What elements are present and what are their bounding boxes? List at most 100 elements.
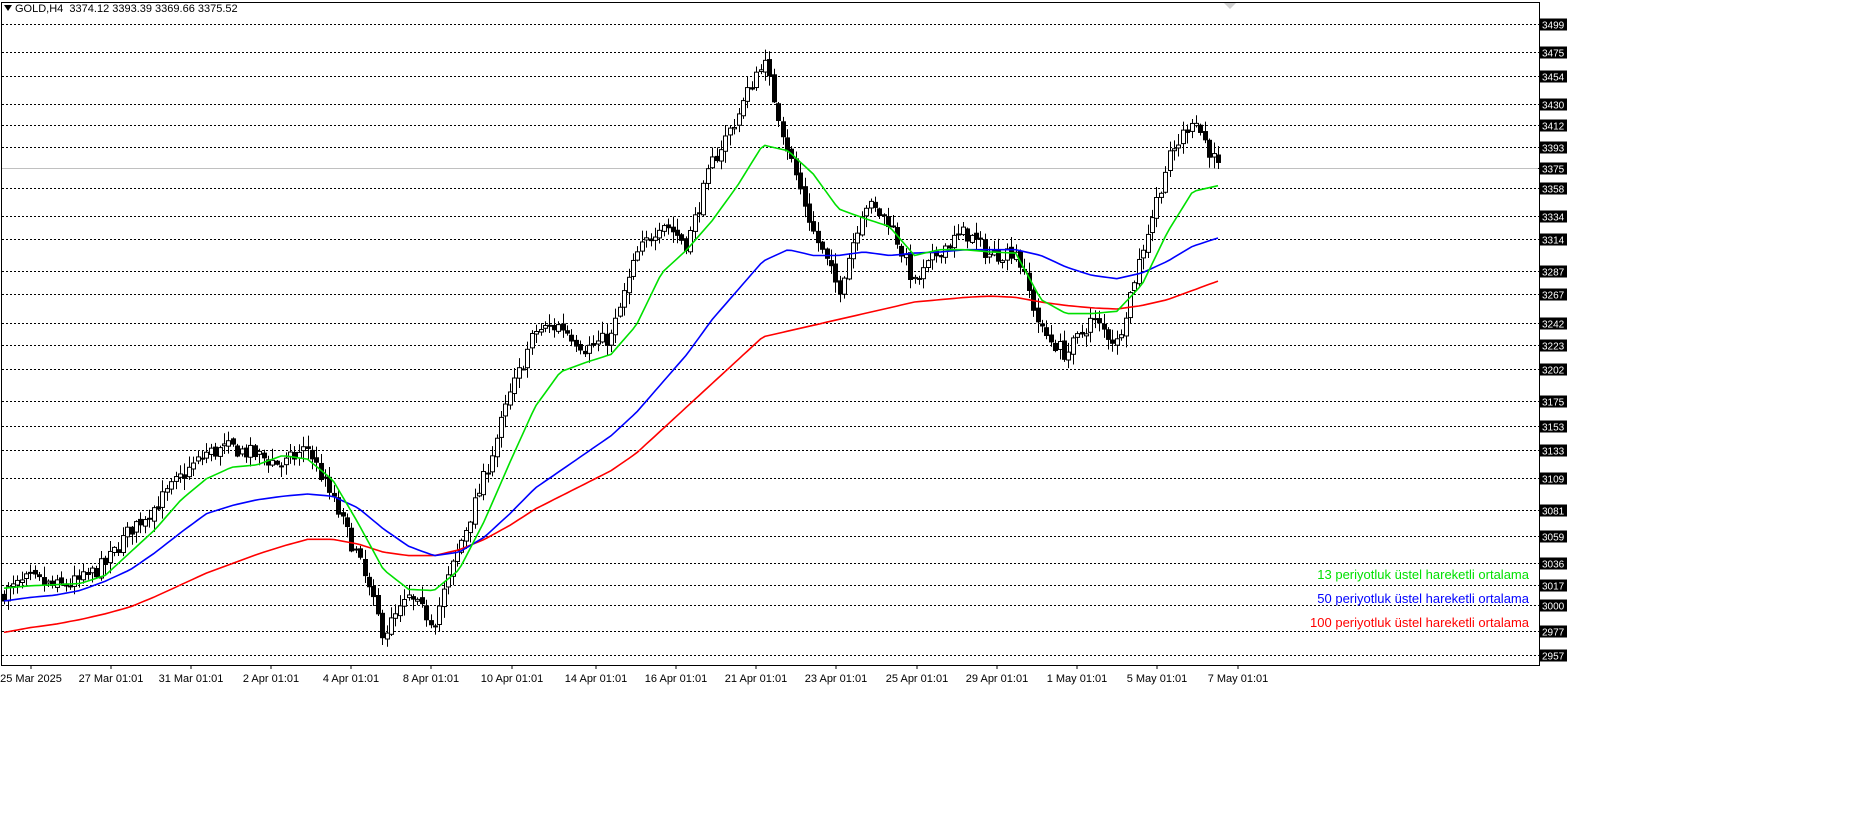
time-label: 14 Apr 01:01 [565, 673, 627, 685]
candle-body [508, 391, 513, 406]
candle-body [138, 518, 143, 526]
candle-body [125, 526, 130, 538]
price-label-box [1540, 141, 1567, 154]
time-label: 2 Apr 01:01 [243, 673, 299, 685]
candle-body [301, 446, 306, 452]
candle-body [679, 234, 684, 241]
price-label: 3242 [1542, 320, 1565, 331]
price-label-box [1540, 444, 1567, 457]
candle-body [116, 549, 121, 553]
candle-body [99, 558, 104, 579]
candle-body [156, 506, 161, 510]
time-label: 23 Apr 01:01 [805, 673, 867, 685]
candle-body [68, 585, 73, 588]
candle-body [1146, 233, 1151, 253]
shift-marker-icon[interactable] [1224, 3, 1236, 9]
candle-body [547, 324, 552, 327]
candle-body [1216, 154, 1221, 163]
price-label: 3081 [1542, 507, 1565, 518]
candle-body [618, 306, 623, 317]
candle-body [209, 447, 214, 455]
price-label-box [1540, 182, 1567, 195]
ema50-line [3, 237, 1219, 602]
legend-ema100: 100 periyotluk üstel hareketli ortalama [1310, 615, 1529, 630]
candle-body [653, 236, 658, 241]
candle-body [314, 457, 319, 463]
candle-body [719, 149, 724, 162]
candle-body [28, 571, 33, 574]
candle-body [833, 263, 838, 283]
candle-body [1093, 318, 1098, 321]
candle-body [657, 229, 662, 239]
price-label-box [1540, 98, 1567, 111]
price-label-box [1540, 210, 1567, 223]
candle-body [1036, 307, 1041, 323]
price-axis[interactable]: 3499 3475 3454 3430 3412 3393 3375 3358 3334 3314… [1538, 18, 1567, 663]
candle-body [767, 59, 772, 77]
price-label: 3358 [1542, 185, 1565, 196]
candle-body [292, 451, 297, 460]
candle-body [59, 577, 64, 584]
candle-body [349, 527, 354, 552]
candle-body [921, 267, 926, 280]
candle-body [847, 257, 852, 280]
candle-body [468, 521, 473, 534]
candle-body [965, 228, 970, 242]
time-axis[interactable]: 25 Mar 2025 27 Mar 01:01 31 Mar 01:01 2 Apr… [0, 3, 1268, 685]
time-label: 25 Apr 01:01 [886, 673, 948, 685]
candle-body [710, 156, 715, 169]
candle-body [521, 368, 526, 371]
candle-body [152, 507, 157, 522]
dropdown-triangle-icon[interactable] [4, 5, 12, 11]
candle-body [323, 476, 328, 479]
candle-body [525, 348, 530, 369]
candle-body [1000, 260, 1005, 264]
time-label: 7 May 01:01 [1208, 673, 1269, 685]
time-label: 1 May 01:01 [1047, 673, 1108, 685]
candle-body [1084, 333, 1089, 337]
candle-body [20, 579, 25, 583]
candle-body [464, 529, 469, 542]
candle-body [130, 526, 135, 535]
candle-body [1062, 340, 1067, 360]
candle-body [1132, 282, 1137, 291]
candle-body [495, 437, 500, 458]
candle-body [169, 481, 174, 490]
candle-body [970, 234, 975, 243]
candle-body [671, 226, 676, 233]
price-label: 3153 [1542, 423, 1565, 434]
candle-body [737, 113, 742, 126]
candle-body [200, 457, 205, 460]
candle-body [556, 324, 561, 332]
price-label: 3499 [1542, 21, 1565, 32]
candle-body [270, 459, 275, 466]
price-label-box [1540, 317, 1567, 330]
chart-header: GOLD,H4 3374.12 3393.39 3369.66 3375.52 [4, 3, 238, 15]
price-label: 3334 [1542, 213, 1565, 224]
candle-body [503, 403, 508, 417]
candle-body [1185, 129, 1190, 134]
candle-body [94, 568, 99, 578]
candle-body [459, 539, 464, 553]
candle-body [253, 445, 258, 458]
candle-body [218, 447, 223, 457]
candle-body [389, 617, 394, 635]
candle-body [257, 450, 262, 455]
candle-body [1163, 171, 1168, 193]
candle-body [1066, 351, 1071, 361]
candle-body [1075, 333, 1080, 338]
candle-body [442, 588, 447, 608]
candle-body [662, 225, 667, 232]
candle-body [917, 277, 922, 280]
candle-body [811, 221, 816, 232]
candle-body [407, 594, 412, 599]
candle-body [869, 200, 874, 209]
price-label: 3454 [1542, 73, 1565, 84]
candle-body [534, 330, 539, 335]
candle-body [1190, 122, 1195, 132]
legend-ema50: 50 periyotluk üstel hareketli ortalama [1317, 591, 1529, 606]
candle-body [688, 229, 693, 253]
candle-body [785, 137, 790, 152]
candle-body [1071, 337, 1076, 355]
